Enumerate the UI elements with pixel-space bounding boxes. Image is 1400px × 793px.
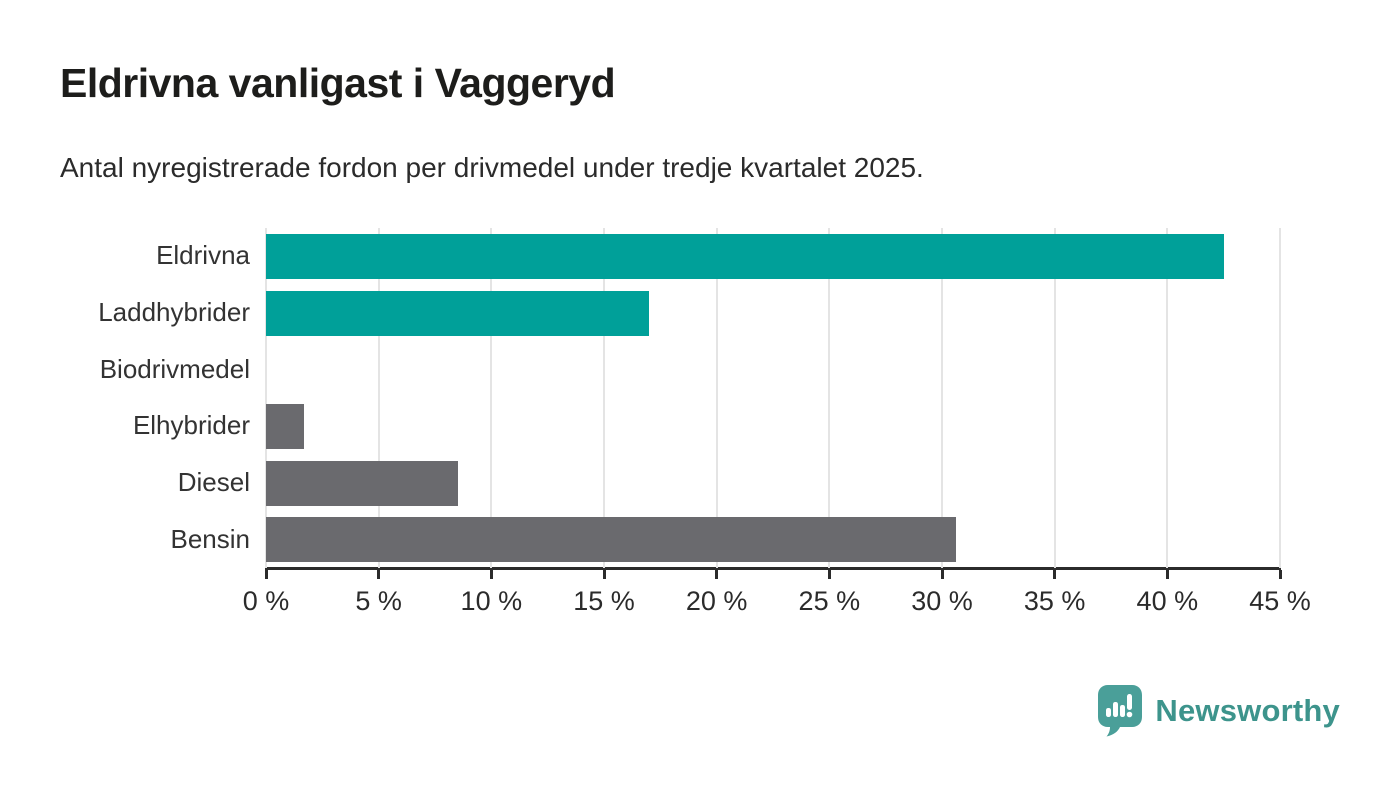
x-axis-line — [265, 567, 1281, 570]
x-axis-tick-label: 15 % — [573, 586, 635, 616]
x-axis-tick — [715, 570, 719, 579]
x-axis-tick-label: 5 % — [355, 586, 402, 616]
x-axis-tick — [1278, 570, 1282, 579]
category-axis: Eldrivna Laddhybrider Biodrivmedel Elhybrid… — [60, 228, 250, 568]
gridline — [828, 228, 831, 568]
newsworthy-branding: Newsworthy — [1097, 684, 1340, 737]
x-axis-tick — [1165, 570, 1169, 579]
gridline — [941, 228, 943, 568]
gridline — [377, 228, 380, 568]
newsworthy-logo-icon — [1098, 685, 1143, 737]
gridline — [1053, 228, 1056, 568]
x-axis-tick-label: 40 % — [1136, 586, 1199, 616]
x-axis-tick-label: 45 % — [1249, 586, 1311, 616]
gridline — [490, 228, 493, 568]
gridline — [265, 228, 267, 568]
x-axis-tick — [602, 570, 606, 579]
x-axis-tick-label: 20 % — [685, 586, 748, 616]
x-axis-tick — [264, 570, 268, 579]
x-axis-tick — [377, 570, 381, 579]
bar-eldrivna — [266, 233, 1224, 279]
x-axis-tick — [940, 570, 944, 579]
newsworthy-logo-text: Newsworthy — [1155, 692, 1340, 728]
x-axis-tick-label: 0 % — [242, 586, 290, 616]
x-axis-tick-label: 35 % — [1023, 586, 1086, 616]
category-label-bensin: Bensin — [170, 523, 251, 554]
category-label-diesel: Diesel — [177, 467, 250, 497]
chart-subtitle: Antal nyregistrerade fordon per drivmede… — [60, 152, 924, 183]
x-axis-tick-label: 30 % — [911, 586, 973, 616]
category-label-biodrivmedel: Biodrivmedel — [99, 353, 250, 384]
bar-bensin — [266, 517, 956, 563]
x-axis-tick — [827, 570, 831, 579]
plot-area: 0 % 5 % 10 % 15 % 20 % 25 % 30 % 35 % 40 % 45 % — [243, 228, 1311, 616]
bar-laddhybrider — [266, 290, 650, 336]
chart-title: Eldrivna vanligast i Vaggeryd — [60, 60, 616, 106]
bar-elhybrider — [266, 403, 305, 449]
x-axis-tick-label: 25 % — [798, 586, 861, 616]
gridline — [1279, 228, 1281, 568]
bar-diesel — [266, 460, 458, 506]
x-axis-tick — [1053, 570, 1057, 579]
gridline — [715, 228, 718, 568]
category-label-eldrivna: Eldrivna — [156, 240, 250, 271]
x-axis-tick-label: 10 % — [460, 586, 523, 616]
category-label-laddhybrider: Laddhybrider — [98, 297, 250, 327]
gridline — [1166, 228, 1169, 568]
gridline — [603, 228, 605, 568]
category-label-elhybrider: Elhybrider — [132, 410, 250, 441]
x-axis-tick — [489, 570, 493, 579]
